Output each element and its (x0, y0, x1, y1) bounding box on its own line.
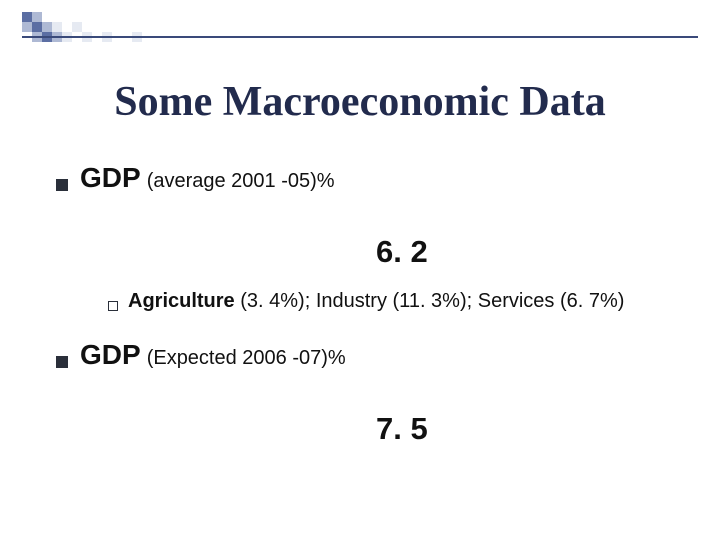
gdp-sublabel: (average 2001 -05)% (147, 170, 335, 192)
gdp-line-2: GDP (Expected 2006 -07)% (80, 339, 346, 371)
gdp-label: GDP (80, 162, 141, 193)
gdp-sublabel: (Expected 2006 -07)% (147, 347, 346, 369)
bullet-row: GDP (average 2001 -05)% (56, 162, 674, 194)
gdp-value-1: 6. 2 (376, 234, 674, 270)
gdp-value-2: 7. 5 (376, 411, 674, 447)
gdp-label: GDP (80, 339, 141, 370)
breakdown-lead: Agriculture (128, 290, 235, 312)
gdp-block-1: GDP (average 2001 -05)% 6. 2 Agriculture… (46, 162, 674, 315)
square-bullet-icon (56, 356, 68, 368)
sub-bullet-row: Agriculture (3. 4%); Industry (11. 3%); … (108, 288, 674, 315)
bullet-row: GDP (Expected 2006 -07)% (56, 339, 674, 371)
slide-body: Some Macroeconomic Data GDP (average 200… (0, 0, 720, 540)
breakdown-rest: (3. 4%); Industry (11. 3%); Services (6.… (235, 290, 625, 312)
breakdown-text: Agriculture (3. 4%); Industry (11. 3%); … (128, 288, 624, 315)
square-bullet-icon (56, 179, 68, 191)
gdp-line-1: GDP (average 2001 -05)% (80, 162, 335, 194)
gdp-block-2: GDP (Expected 2006 -07)% 7. 5 (46, 339, 674, 447)
slide-title: Some Macroeconomic Data (46, 78, 674, 126)
hollow-square-bullet-icon (108, 301, 118, 311)
